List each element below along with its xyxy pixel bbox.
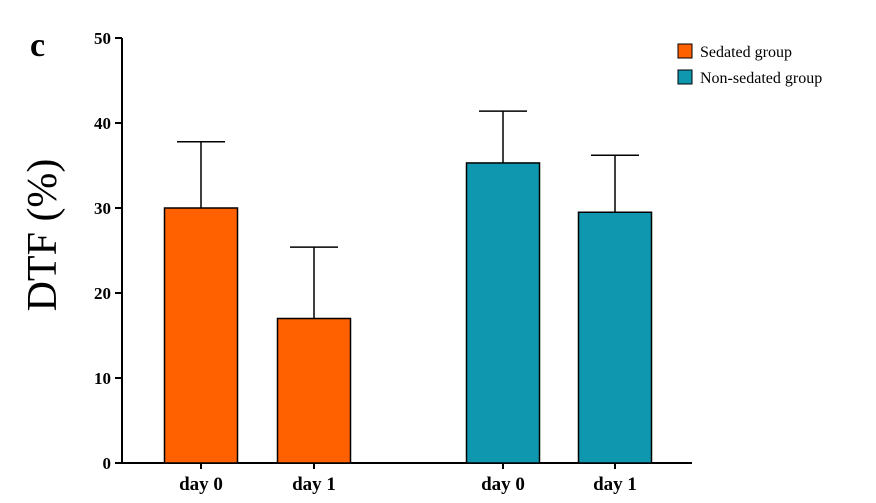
legend-label: Non-sedated group (700, 70, 822, 87)
y-tick-label: 10 (94, 369, 111, 388)
y-axis: 0 10 20 30 40 50 (94, 29, 123, 473)
legend-swatch (677, 43, 693, 59)
y-tick-label: 30 (94, 199, 111, 218)
legend: Sedated group Non-sedated group (677, 43, 822, 87)
y-tick-label: 40 (94, 114, 111, 133)
x-tick-label: day 0 (481, 474, 525, 495)
x-tick-label: day 1 (292, 474, 336, 495)
y-axis-label: DTF (%) (20, 159, 66, 312)
x-axis: day 0 day 1 day 0 day 1 (122, 462, 692, 495)
x-tick-label: day 0 (179, 474, 223, 495)
bars (163, 110, 653, 464)
bar (163, 207, 239, 464)
y-tick-label: 0 (103, 454, 112, 473)
bar (577, 211, 653, 464)
panel-label: c (30, 27, 45, 64)
y-tick-label: 50 (94, 29, 111, 48)
bar (465, 162, 541, 464)
legend-swatch (677, 69, 693, 85)
y-tick-label: 20 (94, 284, 111, 303)
bar (276, 317, 352, 464)
x-tick-label: day 1 (593, 474, 637, 495)
legend-label: Sedated group (700, 44, 792, 61)
